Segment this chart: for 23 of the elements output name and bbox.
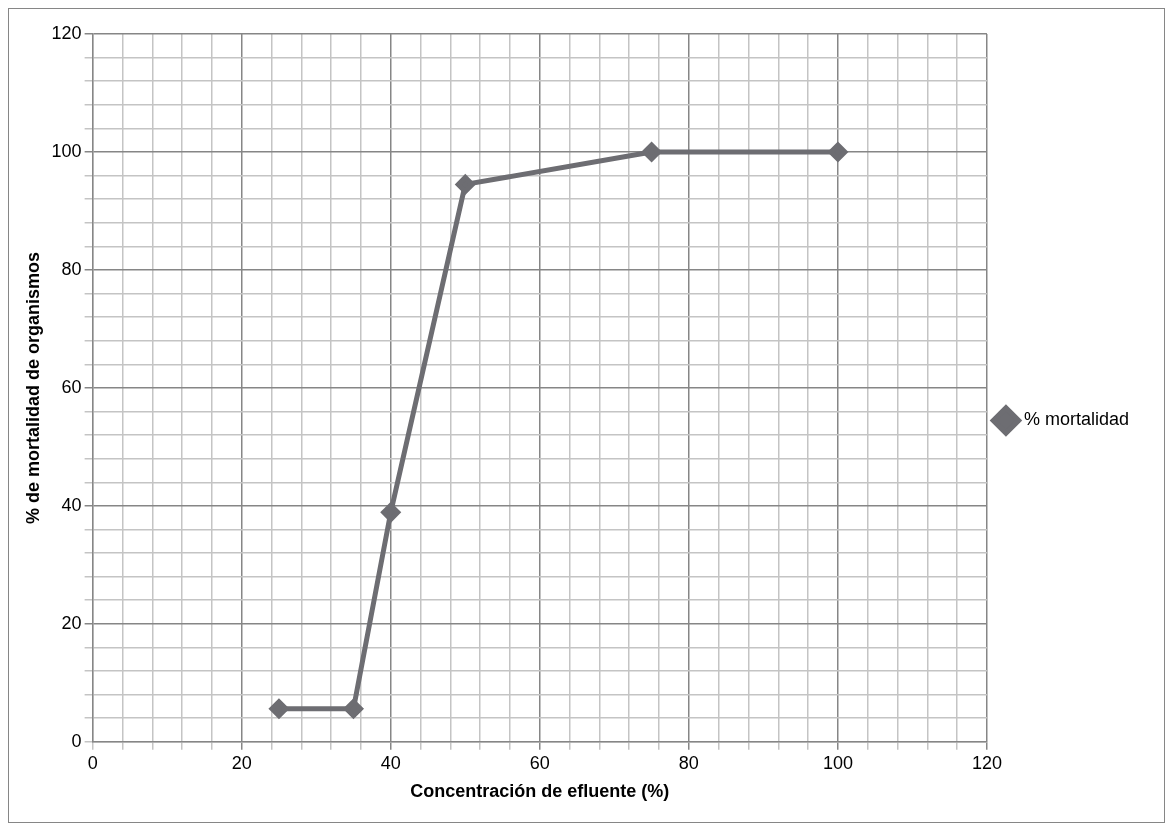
x-tick-label: 60 (529, 752, 550, 773)
x-tick-label: 40 (380, 752, 401, 773)
y-tick-label: 80 (61, 258, 82, 279)
x-tick-label: 80 (678, 752, 699, 773)
y-tick-label: 20 (61, 612, 82, 633)
x-tick-label: 100 (822, 752, 853, 773)
point (828, 142, 848, 162)
y-tick-label: 120 (51, 22, 82, 43)
point (381, 502, 401, 522)
point (642, 142, 662, 162)
x-axis-title: Concentración de efluente (%) (410, 781, 670, 802)
point (269, 699, 289, 719)
y-tick-label: 60 (61, 376, 82, 397)
x-tick-label: 20 (231, 752, 252, 773)
y-tick-label: 0 (71, 730, 82, 751)
point (343, 699, 363, 719)
point (455, 174, 475, 194)
x-tick-label: 0 (87, 752, 98, 773)
y-axis-title: % de mortalidad de organismos (22, 251, 43, 524)
y-tick-label: 100 (51, 140, 82, 161)
x-tick-label: 120 (971, 752, 1002, 773)
y-tick-label: 40 (61, 494, 82, 515)
legend-label: % mortalidad (1023, 409, 1129, 430)
